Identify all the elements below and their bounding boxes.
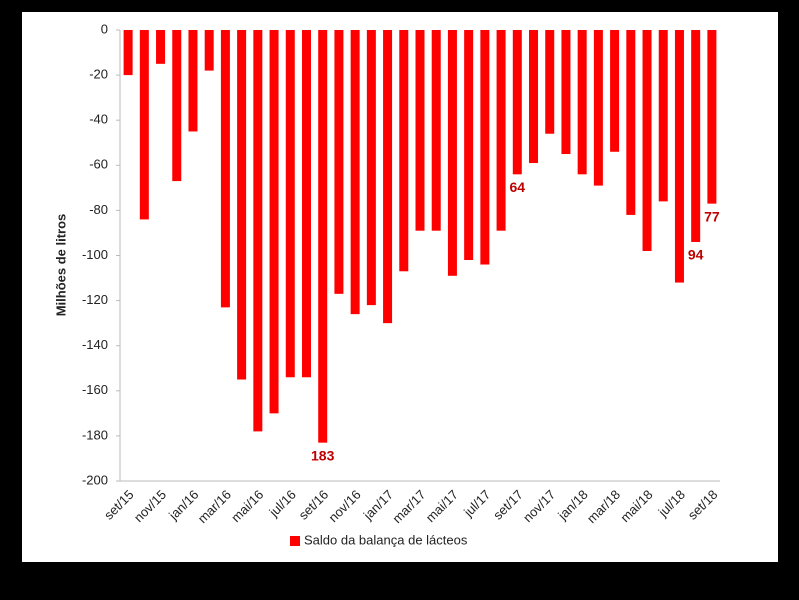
bar xyxy=(610,30,620,152)
legend-swatch xyxy=(290,536,300,546)
y-tick-label: -80 xyxy=(89,202,108,217)
bar xyxy=(512,30,522,175)
bar xyxy=(156,30,166,64)
bar xyxy=(285,30,295,378)
bar xyxy=(204,30,214,71)
legend-label: Saldo da balança de lácteos xyxy=(304,532,468,547)
bar xyxy=(431,30,441,231)
bar xyxy=(577,30,587,175)
bar xyxy=(496,30,506,231)
value-label: 94 xyxy=(688,247,704,263)
bar xyxy=(464,30,474,261)
value-label: 183 xyxy=(311,447,335,463)
bar xyxy=(318,30,328,443)
y-tick-label: -40 xyxy=(89,112,108,127)
y-tick-label: -140 xyxy=(82,337,108,352)
y-tick-label: -120 xyxy=(82,292,108,307)
bar xyxy=(691,30,701,242)
y-tick-label: -60 xyxy=(89,157,108,172)
bar xyxy=(447,30,457,276)
y-tick-label: -20 xyxy=(89,67,108,82)
value-label: 77 xyxy=(704,208,720,224)
bar xyxy=(545,30,555,134)
bar xyxy=(253,30,263,432)
y-tick-label: -100 xyxy=(82,247,108,262)
bar xyxy=(593,30,603,186)
bar xyxy=(350,30,360,315)
bar xyxy=(626,30,636,215)
bar xyxy=(172,30,182,182)
bar xyxy=(188,30,198,132)
bar xyxy=(383,30,393,324)
bar xyxy=(366,30,376,306)
bar xyxy=(220,30,230,308)
bar xyxy=(642,30,652,251)
y-tick-label: -180 xyxy=(82,427,108,442)
bar xyxy=(237,30,247,380)
bar xyxy=(269,30,279,414)
bar xyxy=(674,30,684,283)
bar xyxy=(334,30,344,294)
value-label: 64 xyxy=(510,179,526,195)
bar xyxy=(139,30,149,220)
y-axis-label: Milhões de litros xyxy=(53,214,68,317)
bar xyxy=(707,30,717,204)
bar xyxy=(399,30,409,272)
y-tick-label: -200 xyxy=(82,472,108,487)
bar xyxy=(529,30,539,164)
bar xyxy=(415,30,425,231)
bar xyxy=(480,30,490,265)
y-tick-label: -160 xyxy=(82,382,108,397)
bar xyxy=(123,30,133,76)
y-tick-label: 0 xyxy=(101,21,108,36)
bar xyxy=(301,30,311,378)
bar xyxy=(658,30,668,202)
bar xyxy=(561,30,571,155)
